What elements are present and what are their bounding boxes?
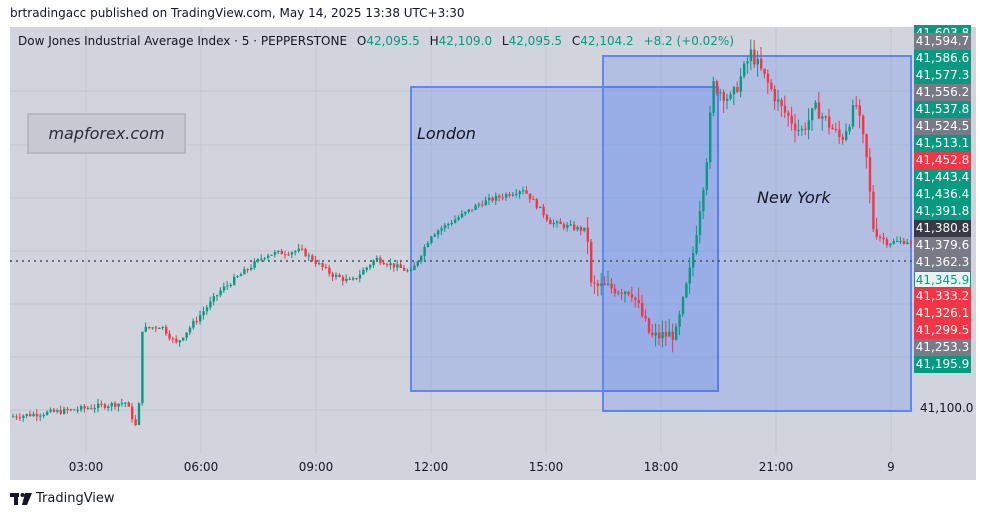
price-tag: 41,577.3 <box>914 67 971 84</box>
watermark-box[interactable]: mapforex.com <box>27 113 186 154</box>
price-tag: 41,586.6 <box>914 50 971 67</box>
price-tag: 41,326.1 <box>914 305 971 322</box>
time-label: 06:00 <box>183 460 219 474</box>
axis-corner <box>914 454 976 480</box>
price-tag: 41,443.4 <box>914 169 971 186</box>
time-label: 03:00 <box>68 460 104 474</box>
time-label: 15:00 <box>528 460 564 474</box>
price-axis[interactable]: 41,603.841,594.741,586.641,577.341,556.2… <box>914 25 976 480</box>
price-tag: 41,345.9 <box>914 271 971 288</box>
open-value: 42,095.5 <box>366 34 420 48</box>
open-label: O <box>356 34 367 48</box>
price-tag: 41,391.8 <box>914 203 971 220</box>
price-tag: 41,513.1 <box>914 135 971 152</box>
chart-pane[interactable]: Dow Jones Industrial Average Index · 5 ·… <box>10 27 914 454</box>
close-label: C <box>571 34 581 48</box>
price-axis-label: 41,100.0 <box>920 401 974 415</box>
low-label: L <box>501 34 509 48</box>
price-tag: 41,333.2 <box>914 288 971 305</box>
change-value: +8.2 (+0.02%) <box>643 34 735 48</box>
price-tag: 41,436.4 <box>914 186 971 203</box>
price-tag: 41,253.3 <box>914 339 971 356</box>
price-tag: 41,537.8 <box>914 101 971 118</box>
time-label: 09:00 <box>298 460 334 474</box>
symbol-title: Dow Jones Industrial Average Index · 5 ·… <box>18 34 348 48</box>
time-axis[interactable]: 03:00 06:00 09:00 12:00 15:00 18:00 21:00 9 <box>10 454 914 480</box>
london-session-box[interactable] <box>410 86 719 392</box>
price-tag: 41,452.8 <box>914 152 971 169</box>
candles <box>12 39 912 427</box>
low-value: 42,095.5 <box>508 34 563 48</box>
price-tag: 41,380.8 <box>914 220 971 237</box>
new-york-session-box[interactable] <box>602 55 912 412</box>
publish-info: brtradingacc published on TradingView.co… <box>10 6 465 20</box>
candlestick-plot[interactable] <box>10 27 914 454</box>
time-label: 9 <box>887 460 895 474</box>
high-value: 42,109.0 <box>438 34 493 48</box>
time-label: 21:00 <box>758 460 794 474</box>
time-label: 12:00 <box>413 460 449 474</box>
tradingview-logo-icon <box>10 492 32 505</box>
grid-lines <box>10 27 914 454</box>
price-tag: 41,299.5 <box>914 322 971 339</box>
tradingview-brand: TradingView <box>36 491 115 506</box>
london-label[interactable]: London <box>417 124 476 143</box>
high-label: H <box>429 34 439 48</box>
time-label: 18:00 <box>643 460 679 474</box>
price-tag: 41,524.5 <box>914 118 971 135</box>
price-tag: 41,594.7 <box>914 33 971 50</box>
new-york-label[interactable]: New York <box>757 188 831 207</box>
close-value: 42,104.2 <box>580 34 634 48</box>
symbol-legend: Dow Jones Industrial Average Index · 5 ·… <box>18 34 734 48</box>
price-tag: 41,362.3 <box>914 254 971 271</box>
price-tag: 41,556.2 <box>914 84 971 101</box>
tradingview-logo[interactable]: TradingView <box>10 491 115 506</box>
price-tag: 41,195.9 <box>914 356 971 373</box>
price-tag: 41,379.6 <box>914 237 971 254</box>
